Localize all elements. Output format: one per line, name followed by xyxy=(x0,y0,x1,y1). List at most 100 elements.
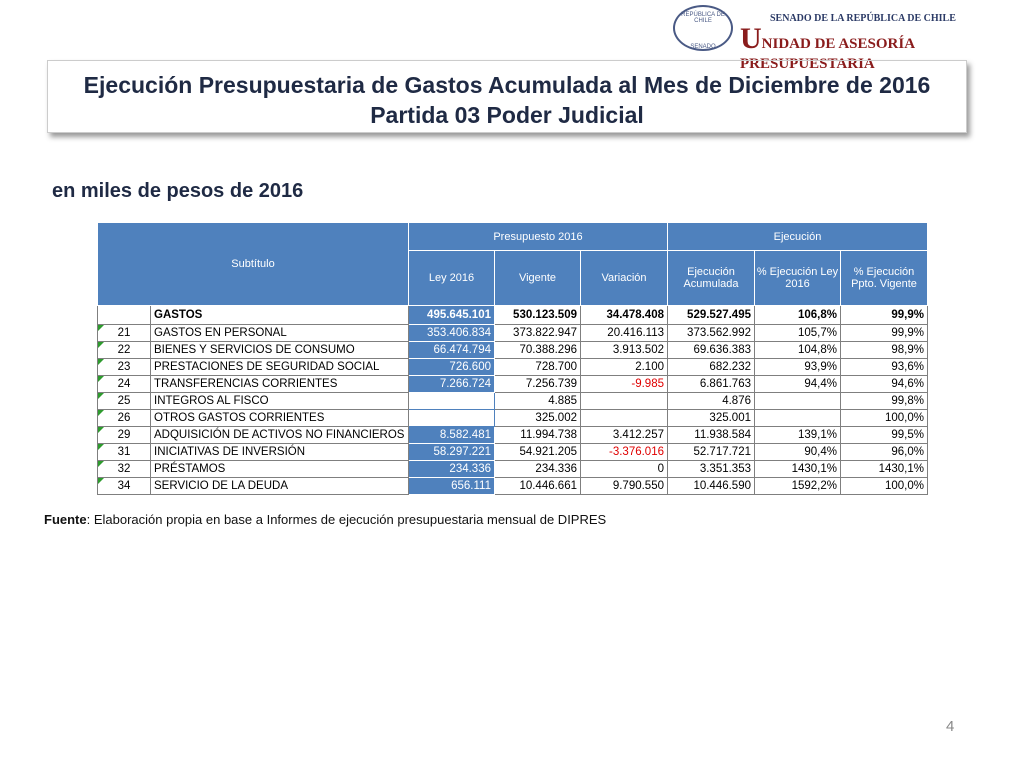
header-cell: Ejecución xyxy=(667,222,928,251)
cell: 31 xyxy=(97,443,151,461)
cell: 100,0% xyxy=(840,477,928,495)
cell: 325.001 xyxy=(667,409,755,427)
cell: 99,9% xyxy=(840,324,928,342)
header-cell: % Ejecución Ley 2016 xyxy=(754,250,841,306)
cell: 656.111 xyxy=(408,477,495,495)
cell: 10.446.661 xyxy=(494,477,581,495)
cell: 105,7% xyxy=(754,324,841,342)
cell: 325.002 xyxy=(494,409,581,427)
cell: 529.527.495 xyxy=(667,305,755,325)
cell xyxy=(580,409,668,427)
row-label: INICIATIVAS DE INVERSIÓN xyxy=(150,443,409,461)
cell: 6.861.763 xyxy=(667,375,755,393)
cell: 4.885 xyxy=(494,392,581,410)
cell xyxy=(408,409,495,427)
seal-text: SENADO xyxy=(690,44,716,50)
cell: 26 xyxy=(97,409,151,427)
table-row: 26 OTROS GASTOS CORRIENTES 325.002 325.001 1… xyxy=(97,409,928,427)
table-row: 32 PRÉSTAMOS 234.336 234.336 0 3.351.353 1430,… xyxy=(97,460,928,478)
cell: 20.416.113 xyxy=(580,324,668,342)
cell: 234.336 xyxy=(408,460,495,478)
cell: 58.297.221 xyxy=(408,443,495,461)
cell: 234.336 xyxy=(494,460,581,478)
header-cell: Presupuesto 2016 xyxy=(408,222,668,251)
source-label: Fuente xyxy=(44,512,87,527)
cell: 99,8% xyxy=(840,392,928,410)
row-label: GASTOS EN PERSONAL xyxy=(150,324,409,342)
row-label: PRESTACIONES DE SEGURIDAD SOCIAL xyxy=(150,358,409,376)
cell: 90,4% xyxy=(754,443,841,461)
cell: 10.446.590 xyxy=(667,477,755,495)
row-label: OTROS GASTOS CORRIENTES xyxy=(150,409,409,427)
title: Ejecución Presupuestaria de Gastos Acumu… xyxy=(83,72,931,98)
logo-seal: REPÚBLICA DE CHILE SENADO xyxy=(673,5,733,51)
table-row: 22 BIENES Y SERVICIOS DE CONSUMO 66.474.79… xyxy=(97,341,928,359)
table-row: 31 INICIATIVAS DE INVERSIÓN 58.297.221 54.9… xyxy=(97,443,928,461)
cell: 353.406.834 xyxy=(408,324,495,342)
cell: 96,0% xyxy=(840,443,928,461)
cell xyxy=(754,409,841,427)
table-row: 23 PRESTACIONES DE SEGURIDAD SOCIAL 726.60… xyxy=(97,358,928,376)
header-cell: Ejecución Acumulada xyxy=(667,250,755,306)
header-cell: Variación xyxy=(580,250,668,306)
cell: 726.600 xyxy=(408,358,495,376)
row-label: INTEGROS AL FISCO xyxy=(150,392,409,410)
table-row: 21 GASTOS EN PERSONAL 353.406.834 373.822.9… xyxy=(97,324,928,342)
cell: 7.266.724 xyxy=(408,375,495,393)
cell xyxy=(408,392,495,410)
cell: 54.921.205 xyxy=(494,443,581,461)
header-cell: Vigente xyxy=(494,250,581,306)
cell: 94,4% xyxy=(754,375,841,393)
cell: 373.562.992 xyxy=(667,324,755,342)
cell: 1592,2% xyxy=(754,477,841,495)
cell: 25 xyxy=(97,392,151,410)
cell: 94,6% xyxy=(840,375,928,393)
table-row: 24 TRANSFERENCIAS CORRIENTES 7.266.724 7.25… xyxy=(97,375,928,393)
cell: 29 xyxy=(97,426,151,444)
cell: 495.645.101 xyxy=(408,305,495,325)
cell: 23 xyxy=(97,358,151,376)
title-box: Ejecución Presupuestaria de Gastos Acumu… xyxy=(47,60,967,133)
cell: 0 xyxy=(580,460,668,478)
cell: 9.790.550 xyxy=(580,477,668,495)
cell: 139,1% xyxy=(754,426,841,444)
cell xyxy=(580,392,668,410)
row-label: GASTOS xyxy=(150,305,409,325)
source-note: Fuente: Elaboración propia en base a Inf… xyxy=(44,512,606,527)
title: Partida 03 Poder Judicial xyxy=(370,102,644,128)
cell: 3.412.257 xyxy=(580,426,668,444)
row-label: PRÉSTAMOS xyxy=(150,460,409,478)
cell: 22 xyxy=(97,341,151,359)
cell: 24 xyxy=(97,375,151,393)
cell: 70.388.296 xyxy=(494,341,581,359)
table-row: 29 ADQUISICIÓN DE ACTIVOS NO FINANCIEROS 8… xyxy=(97,426,928,444)
cell xyxy=(97,305,151,325)
cell: 728.700 xyxy=(494,358,581,376)
cell: 100,0% xyxy=(840,409,928,427)
row-label: ADQUISICIÓN DE ACTIVOS NO FINANCIEROS xyxy=(150,426,409,444)
table-row: GASTOS 495.645.101 530.123.509 34.478.408 52… xyxy=(97,305,928,325)
cell: 21 xyxy=(97,324,151,342)
cell: 34.478.408 xyxy=(580,305,668,325)
cell: 8.582.481 xyxy=(408,426,495,444)
subtitle: en miles de pesos de 2016 xyxy=(52,180,304,202)
header-cell: % Ejecución Ppto. Vigente xyxy=(840,250,928,306)
cell: 66.474.794 xyxy=(408,341,495,359)
cell: 682.232 xyxy=(667,358,755,376)
cell: 4.876 xyxy=(667,392,755,410)
row-label: BIENES Y SERVICIOS DE CONSUMO xyxy=(150,341,409,359)
cell: 98,9% xyxy=(840,341,928,359)
cell: 530.123.509 xyxy=(494,305,581,325)
cell: 93,9% xyxy=(754,358,841,376)
cell: 373.822.947 xyxy=(494,324,581,342)
cell: 3.351.353 xyxy=(667,460,755,478)
cell: 104,8% xyxy=(754,341,841,359)
logo-text: SENADO DE LA REPÚBLICA DE CHILE xyxy=(770,13,956,24)
cell: 106,8% xyxy=(754,305,841,325)
cell: 32 xyxy=(97,460,151,478)
row-label: SERVICIO DE LA DEUDA xyxy=(150,477,409,495)
seal-text: REPÚBLICA DE CHILE xyxy=(681,12,725,24)
budget-table: Subtítulo Presupuesto 2016 Ejecución Ley 2… xyxy=(97,222,928,495)
cell: 99,5% xyxy=(840,426,928,444)
